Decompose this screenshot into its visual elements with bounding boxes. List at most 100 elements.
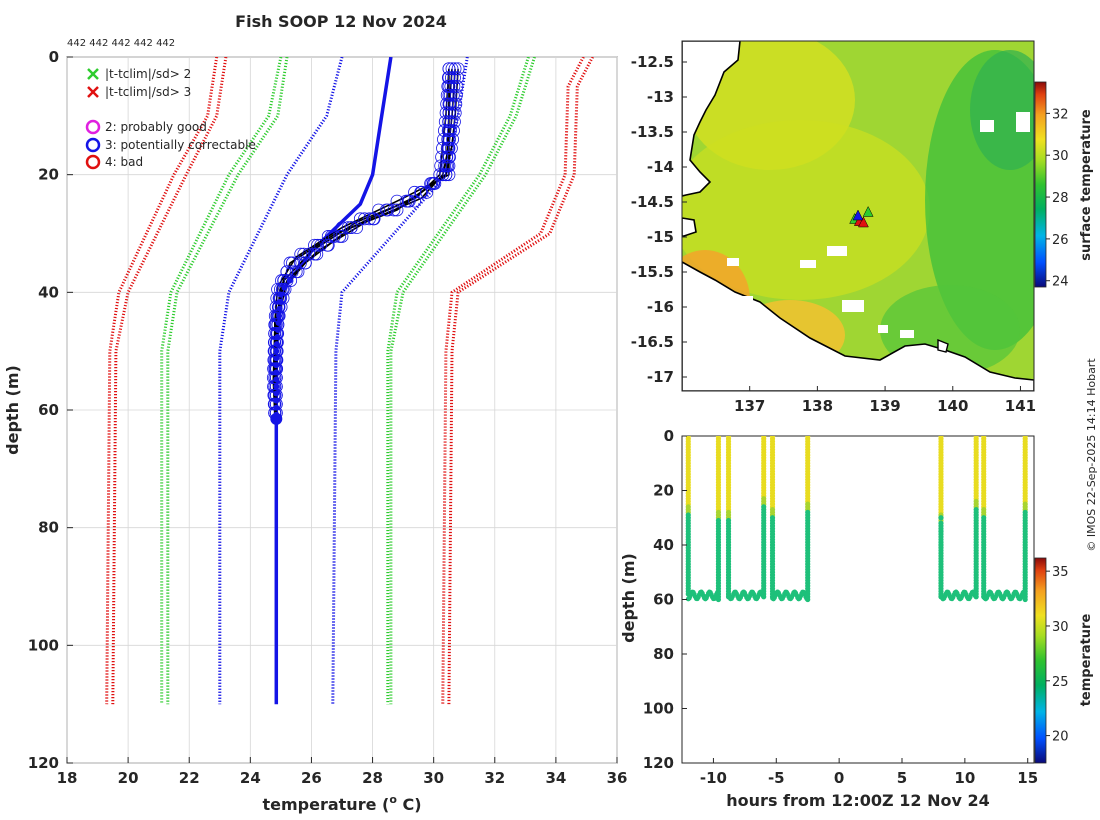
map-ytick-label: -15	[647, 228, 674, 246]
profile-xtick-label: 22	[179, 769, 200, 787]
depth-time-xtick-label: 5	[897, 769, 907, 787]
profile-flag-marker	[276, 291, 290, 305]
profile-flag-marker	[438, 159, 452, 173]
profile-flag-marker	[442, 124, 456, 137]
mean-profile-marker	[286, 277, 293, 284]
map-ytick-label: -16.5	[631, 333, 674, 351]
credit-text: © IMOS 22-Sep-2025 14:14 Hobart	[1085, 358, 1098, 552]
sst-colorbar-ticks: 24 26 28 30 32	[1046, 107, 1069, 290]
cloud-patch	[735, 296, 753, 308]
profile-flag-marker	[440, 150, 453, 164]
profile-flag-marker	[446, 132, 460, 146]
profile-xtick-label: 28	[362, 769, 383, 787]
profile-flag-marker	[270, 291, 284, 305]
depth-time-ytick-label: 0	[664, 427, 674, 445]
profile-flag-marker	[294, 256, 307, 270]
mean-profile-marker	[273, 369, 280, 376]
map-zone-warm	[682, 120, 930, 300]
depth-time-xtick-label: 0	[834, 769, 844, 787]
map-xtick-label: 139	[869, 397, 900, 415]
depth-time-point	[938, 528, 944, 534]
profile-xtick-label: 18	[57, 769, 78, 787]
depth-time-ytick-label: 20	[653, 482, 674, 500]
profile-flag-marker	[436, 168, 450, 182]
temperature-colorbar-label: temperature	[1079, 614, 1094, 707]
sst-colorbar-tick-label: 30	[1052, 149, 1069, 164]
sst-colorbar-tick-label: 32	[1052, 107, 1069, 122]
profile-flag-marker	[314, 238, 328, 252]
profile-ids: 442 442 442 442 442	[67, 38, 175, 49]
profile-series-line	[447, 57, 594, 705]
profile-flag-marker	[449, 88, 463, 102]
temperature-colorbar-tick-label: 35	[1052, 565, 1069, 580]
profile-flag-marker	[335, 230, 349, 243]
profile-flag-marker	[387, 203, 401, 217]
profile-flag-marker	[358, 212, 371, 226]
land-west	[682, 41, 741, 197]
profile-ytick-label: 0	[49, 48, 59, 66]
map-station-marker	[852, 209, 864, 221]
profile-flag-marker	[298, 256, 312, 270]
depth-time-point	[938, 542, 944, 548]
depth-time-xtick-label: 15	[1017, 769, 1038, 787]
mean-profile-marker	[273, 362, 280, 369]
mean-profile-marker	[273, 383, 280, 390]
profile-ytick-label: 120	[28, 754, 59, 772]
cloud-patch	[1016, 112, 1030, 132]
profile-flag-marker	[442, 62, 456, 76]
map-ytick-label: -13	[647, 88, 674, 106]
depth-time-ytick-label: 100	[643, 700, 674, 718]
profile-flag-marker	[442, 168, 456, 182]
profile-series-line	[331, 57, 469, 705]
profile-ytick-label: 80	[38, 519, 59, 537]
profile-flag-marker	[320, 238, 334, 252]
map-zone-cool	[970, 50, 1034, 170]
profile-flag-marker	[445, 106, 459, 120]
profile-flag-marker	[442, 132, 456, 146]
profile-flag-marker	[344, 221, 358, 235]
profile-flag-marker	[278, 282, 292, 296]
mean-profile-marker	[275, 319, 282, 326]
profile-flag-marker	[442, 71, 456, 84]
cloud-patch	[842, 300, 864, 312]
temperature-colorbar	[1034, 557, 1047, 764]
cloud-patch	[827, 246, 847, 256]
legend-circle-marker	[85, 119, 101, 135]
mean-profile-marker	[273, 390, 280, 397]
profile-flag-marker	[341, 221, 355, 235]
profile-flag-marker	[333, 230, 347, 243]
mean-profile-marker	[276, 305, 283, 312]
mean-profile-marker	[277, 298, 284, 305]
profile-series-line	[389, 57, 536, 705]
depth-time-ytick-label: 60	[653, 591, 674, 609]
profile-flag-marker	[353, 212, 367, 226]
depth-time-ytick-label: 120	[643, 754, 674, 772]
profile-xtick-label: 24	[240, 769, 261, 787]
mean-profile-marker	[276, 312, 283, 319]
map-xtick-label: 137	[734, 397, 765, 415]
profile-flag-marker	[415, 185, 428, 199]
profile-flag-marker	[451, 71, 464, 84]
depth-time-xtick-label: 10	[954, 769, 975, 787]
mean-profile-marker	[281, 284, 288, 291]
depth-time-ylabel: depth (m)	[619, 553, 638, 643]
profile-flag-marker	[324, 230, 338, 243]
profile-flag-marker	[302, 247, 316, 261]
legend-label: |t-tclim|/sd> 2	[105, 67, 191, 81]
temperature-profile-plot: 18 20 22 24 26 28 30 32 34 36 0 20 40 60 80 100 120 temp…	[3, 48, 627, 814]
profile-ticks: 18 20 22 24 26 28 30 32 34 36 0 20 40 60 80 100 120	[28, 48, 628, 787]
legend-label: 2: probably good	[105, 120, 207, 134]
profile-flag-marker	[442, 115, 456, 129]
profile-flag-marker	[297, 247, 311, 261]
map-ytick-label: -12.5	[631, 53, 674, 71]
profile-flag-marker	[446, 97, 460, 111]
depth-time-xlabel: hours from 12:00Z 12 Nov 24	[726, 791, 989, 810]
map-station-marker	[858, 216, 869, 228]
profile-flag-marker	[447, 124, 460, 137]
profile-flag-marker	[283, 256, 297, 270]
mean-profile-marker	[277, 291, 284, 298]
depth-time-xtick-label: -10	[700, 769, 727, 787]
profile-flag-marker	[428, 177, 442, 190]
profile-series-line	[166, 57, 289, 705]
profile-flag-marker	[390, 203, 404, 217]
